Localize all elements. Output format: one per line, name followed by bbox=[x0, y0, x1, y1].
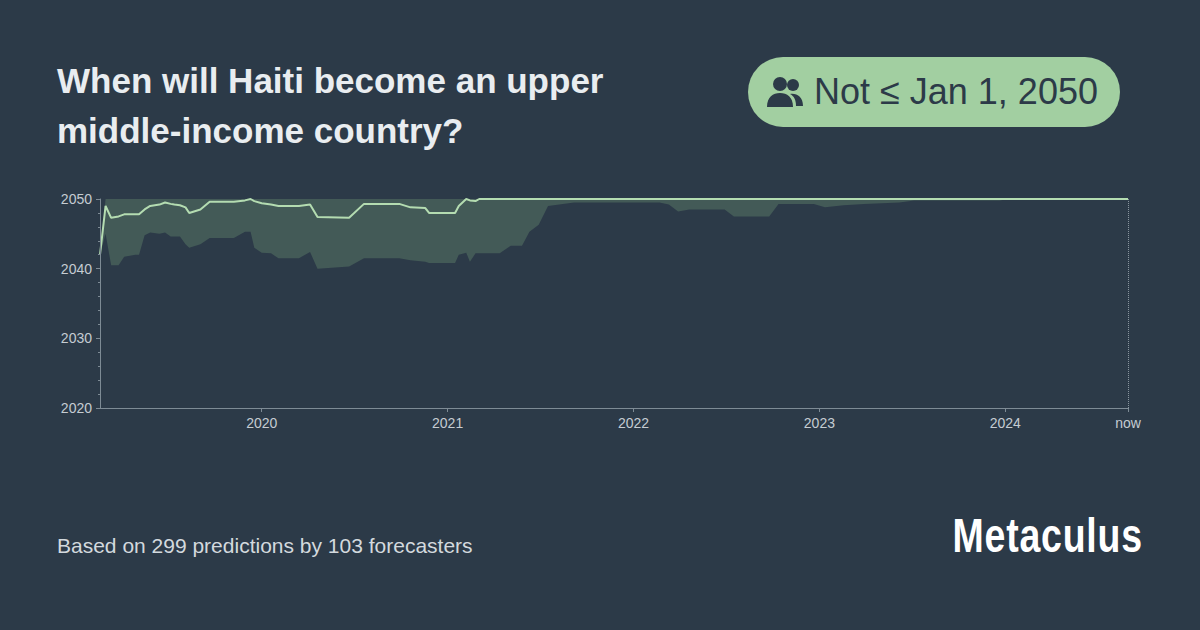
svg-text:2040: 2040 bbox=[61, 261, 92, 277]
html-text:Metaculus: Metaculus bbox=[952, 509, 1143, 562]
html-text:Not ≤ Jan 1, 2050: Not ≤ Jan 1, 2050 bbox=[814, 71, 1098, 112]
svg-text:2020: 2020 bbox=[61, 400, 92, 416]
svg-text:now: now bbox=[1115, 415, 1142, 431]
html-text:When will Haiti become an uppe: When will Haiti become an upper middle-i… bbox=[57, 61, 604, 150]
svg-text:2050: 2050 bbox=[61, 191, 92, 207]
svg-text:2024: 2024 bbox=[990, 415, 1021, 431]
svg-text:2020: 2020 bbox=[246, 415, 277, 431]
svg-text:2022: 2022 bbox=[618, 415, 649, 431]
svg-text:2021: 2021 bbox=[432, 415, 463, 431]
html-text:Based on 299 predictions by 10: Based on 299 predictions by 103 forecast… bbox=[57, 534, 473, 557]
svg-text:2030: 2030 bbox=[61, 330, 92, 346]
svg-text:2023: 2023 bbox=[804, 415, 835, 431]
